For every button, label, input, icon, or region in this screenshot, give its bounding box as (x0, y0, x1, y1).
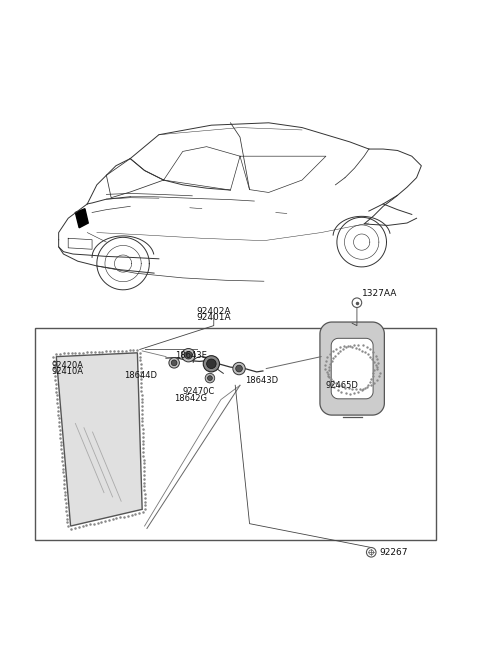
Bar (35, 328, 436, 541)
Circle shape (207, 376, 212, 380)
Circle shape (185, 352, 192, 359)
Circle shape (233, 362, 245, 375)
Circle shape (366, 548, 376, 557)
Text: 18642G: 18642G (174, 394, 207, 403)
Polygon shape (320, 322, 384, 415)
Text: 18644D: 18644D (124, 371, 157, 380)
Circle shape (171, 360, 177, 365)
Circle shape (169, 358, 180, 368)
Text: 18643D: 18643D (245, 376, 278, 385)
Polygon shape (331, 338, 373, 399)
Circle shape (182, 348, 195, 362)
Text: 92420A: 92420A (51, 361, 84, 370)
Polygon shape (56, 353, 142, 526)
Polygon shape (75, 209, 88, 228)
Circle shape (203, 356, 219, 372)
Circle shape (236, 365, 242, 372)
Circle shape (205, 373, 215, 383)
Text: 92402A: 92402A (196, 307, 231, 316)
Text: 92470C: 92470C (183, 388, 215, 396)
Text: 92465D: 92465D (326, 380, 359, 390)
Text: 92401A: 92401A (196, 314, 231, 323)
Text: 18643E: 18643E (176, 351, 207, 360)
Text: 92410A: 92410A (51, 367, 84, 377)
Circle shape (369, 550, 373, 555)
Circle shape (206, 359, 216, 369)
Text: 1327AA: 1327AA (362, 289, 397, 298)
Circle shape (352, 298, 362, 308)
Text: 92267: 92267 (380, 548, 408, 557)
